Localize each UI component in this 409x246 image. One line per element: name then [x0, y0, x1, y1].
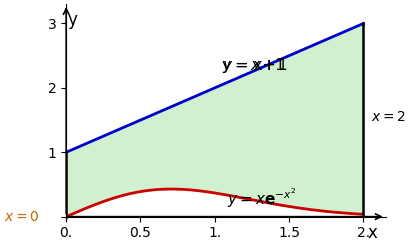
Text: y: y [67, 11, 77, 29]
Text: $x = 2$: $x = 2$ [370, 110, 405, 124]
Text: $y = x\mathbf{e}^{-x^2}$: $y = x\mathbf{e}^{-x^2}$ [226, 187, 295, 210]
Text: y = x+1: y = x+1 [222, 58, 284, 73]
Text: $x = 0$: $x = 0$ [4, 210, 39, 224]
Text: $y = x+1$: $y = x+1$ [222, 56, 288, 75]
Text: x: x [367, 224, 377, 242]
